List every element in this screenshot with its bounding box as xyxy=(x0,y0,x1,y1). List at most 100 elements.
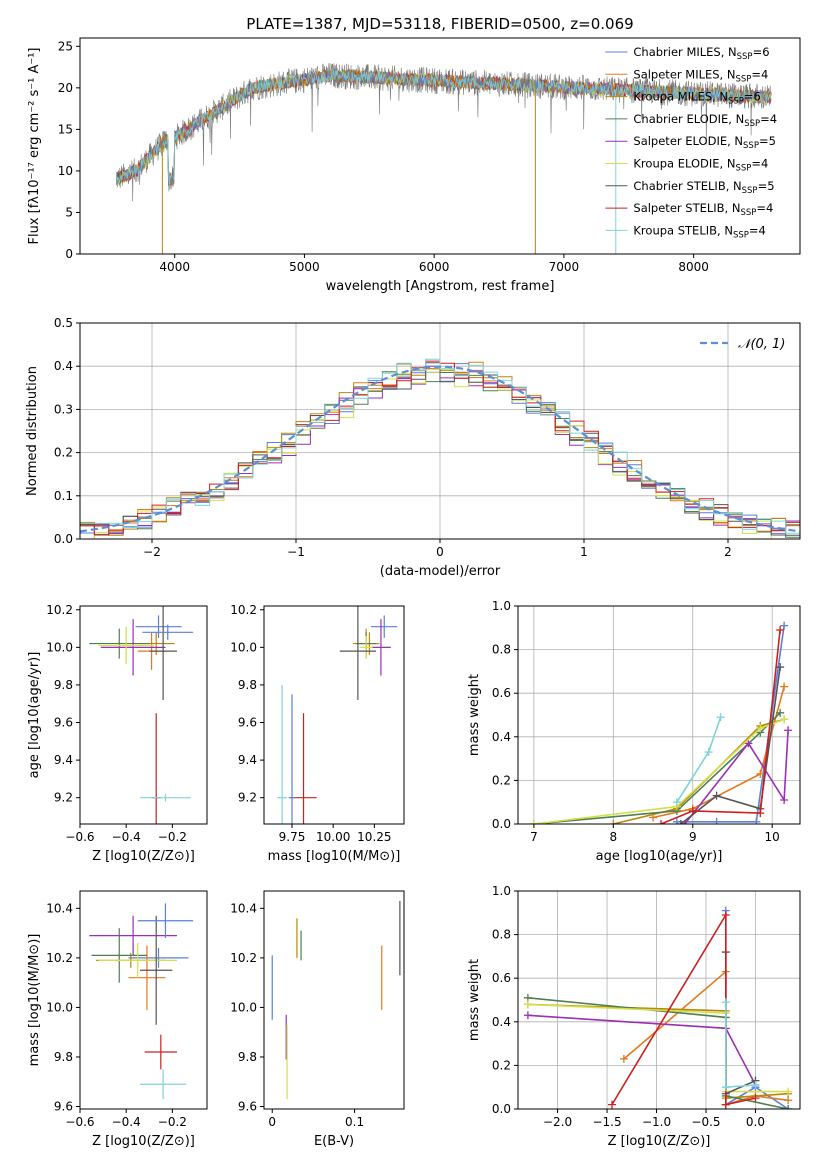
mass-weight-vs-age-marker xyxy=(780,715,789,724)
mass-vs-ebv-overlay: 0 0.1 9.6 9.8 10.0 10.2 10.4 E(B-V) xyxy=(230,890,405,1149)
mass-vs-Z-xtick-label: −0.2 xyxy=(158,1115,187,1129)
mass-weight-vs-Z-series-line xyxy=(527,1014,757,1086)
mass-vs-Z-overlay: −0.6 −0.4 −0.2 9.6 9.8 10.0 10.2 10.4 Z [log10(Z… xyxy=(27,890,208,1149)
mass-weight-vs-age-marker xyxy=(712,791,721,800)
mass-weight-vs-Z-overlay: −2.0 −1.5 −1.0 −0.5 0.0 0.0 0.2 0.4 0.6 0.8 1.0 Z [… xyxy=(467,884,801,1149)
spectrum-ytick-label: 0 xyxy=(65,247,73,261)
spectrum-legend-label: Salpeter ELODIE, NSSP=5 xyxy=(633,134,776,151)
mass-weight-vs-age-marker xyxy=(656,820,665,824)
residuals-xtick-label: 1 xyxy=(580,545,588,559)
spectrum-plot-area xyxy=(115,63,772,254)
mass-weight-vs-age-series-line xyxy=(680,666,781,824)
spectrum-legend-label: Chabrier ELODIE, NSSP=4 xyxy=(633,112,777,129)
mass-weight-vs-age-marker xyxy=(752,817,761,824)
mass-weight-vs-Z-ytick-label: 0.6 xyxy=(492,971,511,985)
age-vs-mass-ytick-label: 9.4 xyxy=(238,753,257,767)
residuals-xtick-label: −1 xyxy=(287,545,305,559)
age-vs-mass-ytick-label: 9.6 xyxy=(238,716,257,730)
normal-curve-line xyxy=(80,365,800,533)
age-vs-Z-ylabel: age [log10(age/yr)] xyxy=(27,652,42,779)
spectrum-axes: 4000 5000 6000 7000 8000 0 5 10 15 20 25 wavelength… xyxy=(27,15,801,294)
mass-vs-Z-xtick-label: −0.4 xyxy=(112,1115,141,1129)
residuals-xtick-label: 0 xyxy=(436,545,444,559)
spectrum-title: PLATE=1387, MJD=53118, FIBERID=0500, z=0… xyxy=(246,15,633,33)
mass-weight-vs-age-marker xyxy=(672,817,681,824)
age-vs-mass-ytick-label: 9.8 xyxy=(238,678,257,692)
mass-vs-Z-ytick-label: 9.8 xyxy=(54,1050,73,1064)
mass-vs-ebv-ytick-label: 10.4 xyxy=(230,901,257,915)
mass-weight-vs-age-marker xyxy=(776,708,785,717)
mass-weight-vs-age-xlabel: age [log10(age/yr)] xyxy=(596,849,723,864)
mass-weight-vs-age-series-line xyxy=(652,686,785,819)
spectrum-overlay: 4000 5000 6000 7000 8000 0 5 10 15 20 25 wavelength… xyxy=(27,15,801,294)
residual-legend-label: 𝒩(0, 1) xyxy=(738,337,785,352)
residuals-ytick-label: 0.5 xyxy=(54,316,73,330)
residual-histogram-step xyxy=(80,358,800,534)
residuals-ytick-label: 0.3 xyxy=(54,402,73,416)
mass-vs-Z-ytick-label: 10.2 xyxy=(46,951,73,965)
age-vs-mass-ytick-label: 10.2 xyxy=(230,603,257,617)
age-vs-Z-ytick-label: 9.6 xyxy=(54,716,73,730)
spectrum-legend-label: Salpeter MILES, NSSP=4 xyxy=(633,67,768,84)
spectrum-xtick-label: 7000 xyxy=(549,260,580,274)
mass-weight-vs-Z-ylabel: mass weight xyxy=(467,959,482,1041)
mass-weight-vs-age-series-line xyxy=(533,712,781,824)
residuals-ytick-label: 0.1 xyxy=(54,489,73,503)
mass-weight-vs-age-xtick-label: 7 xyxy=(530,830,538,844)
mass-vs-ebv-ytick-label: 9.6 xyxy=(238,1100,257,1114)
mass-weight-vs-Z-marker xyxy=(721,1083,730,1092)
age-vs-Z-ytick-label: 10.0 xyxy=(46,640,73,654)
mass-weight-vs-Z-plot-area xyxy=(523,906,793,1109)
spectrum-legend-label: Kroupa ELODIE, NSSP=4 xyxy=(633,157,768,174)
spectrum-xtick-label: 8000 xyxy=(678,260,709,274)
spectrum-model-line xyxy=(115,68,772,185)
age-vs-Z-xtick-label: −0.4 xyxy=(112,830,141,844)
age-vs-Z-ytick-label: 10.2 xyxy=(46,603,73,617)
mass-vs-Z-axes: −0.6 −0.4 −0.2 9.6 9.8 10.0 10.2 10.4 Z [log10(Z… xyxy=(27,890,208,1149)
mass-weight-vs-age-overlay: 7 8 9 10 0.0 0.2 0.4 0.6 0.8 1.0 age [log10(age/yr… xyxy=(467,599,801,864)
mass-weight-vs-age-marker xyxy=(776,663,785,672)
residuals-ytick-label: 0.2 xyxy=(54,446,73,460)
spectrum-legend-label: Chabrier STELIB, NSSP=5 xyxy=(633,179,774,196)
spectrum-legend-label: Salpeter STELIB, NSSP=4 xyxy=(633,201,773,218)
mass-weight-vs-age-ytick-label: 0.6 xyxy=(492,686,511,700)
mass-weight-vs-Z-ytick-label: 0.8 xyxy=(492,928,511,942)
mass-weight-vs-age-axes: 7 8 9 10 0.0 0.2 0.4 0.6 0.8 1.0 age [log10(age/yr… xyxy=(467,599,801,864)
residuals-xlabel: (data-model)/error xyxy=(380,564,501,579)
age-vs-Z-axes: −0.6 −0.4 −0.2 9.2 9.4 9.6 9.8 10.0 10.2 Z [log10… xyxy=(27,603,208,864)
spectrum-xtick-label: 4000 xyxy=(159,260,190,274)
mass-weight-vs-Z-marker xyxy=(721,1100,730,1109)
mass-vs-ebv-ytick-label: 10.0 xyxy=(230,1000,257,1014)
spectrum-legend-label: Kroupa STELIB, NSSP=4 xyxy=(633,223,765,240)
residual-histogram-step xyxy=(80,362,800,536)
age-vs-Z-overlay: −0.6 −0.4 −0.2 9.2 9.4 9.6 9.8 10.0 10.2 Z [log10… xyxy=(27,603,208,864)
mass-weight-vs-Z-xtick-label: 0.0 xyxy=(746,1115,765,1129)
mass-weight-vs-Z-marker xyxy=(721,998,730,1007)
mass-weight-vs-Z-ytick-label: 0.4 xyxy=(492,1015,511,1029)
mass-weight-vs-age-marker xyxy=(756,724,765,733)
mass-weight-vs-Z-xtick-label: −1.0 xyxy=(642,1115,671,1129)
mass-weight-vs-Z-marker xyxy=(619,1054,628,1063)
residuals-xtick-label: −2 xyxy=(143,545,161,559)
residuals-plot-area xyxy=(80,358,800,539)
residuals-ylabel: Normed distribution xyxy=(25,366,40,496)
age-vs-Z-xtick-label: −0.2 xyxy=(158,830,187,844)
mass-weight-vs-Z-ytick-label: 0.2 xyxy=(492,1058,511,1072)
mass-weight-vs-Z-series-line xyxy=(725,1002,756,1089)
spectrum-ytick-label: 25 xyxy=(58,39,73,53)
mass-weight-vs-age-xtick-label: 8 xyxy=(610,830,618,844)
mass-weight-vs-age-marker xyxy=(672,798,681,807)
mass-weight-vs-Z-marker xyxy=(751,1081,760,1090)
mass-weight-vs-Z-xtick-label: −2.0 xyxy=(543,1115,572,1129)
age-vs-Z-xlabel: Z [log10(Z/Z⊙)] xyxy=(92,849,195,864)
mass-vs-Z-ylabel: mass [log10(M/M⊙)] xyxy=(27,934,42,1067)
mass-weight-vs-Z-marker xyxy=(721,910,730,919)
mass-weight-vs-age-xtick-label: 9 xyxy=(689,830,697,844)
mass-weight-vs-age-ylabel: mass weight xyxy=(467,674,482,756)
mass-weight-vs-age-marker xyxy=(780,682,789,691)
mass-weight-vs-age-xtick-label: 10 xyxy=(765,830,780,844)
mass-weight-vs-age-marker xyxy=(784,726,793,735)
residuals-ytick-label: 0.0 xyxy=(54,532,73,546)
spectrum-ytick-label: 20 xyxy=(58,81,73,95)
